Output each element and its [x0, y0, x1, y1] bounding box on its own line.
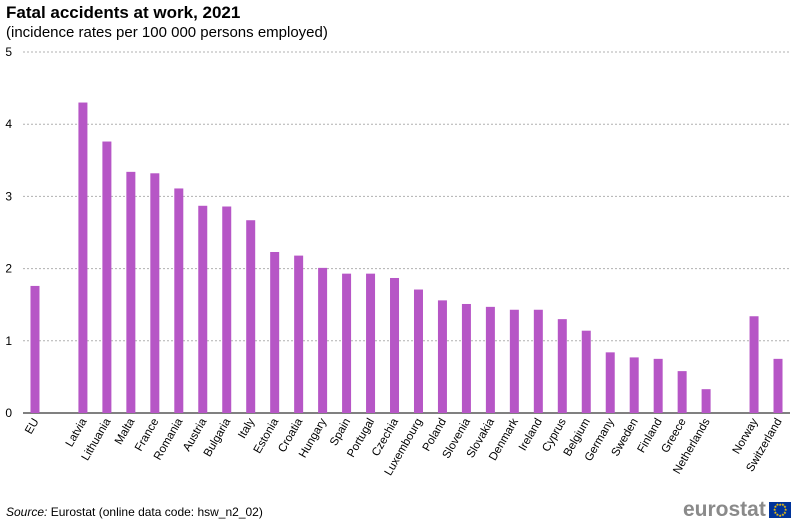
- flag-star-icon: ★: [775, 502, 780, 508]
- y-tick-label: 5: [5, 45, 12, 59]
- bar-hungary: [318, 267, 328, 413]
- bar-estonia: [270, 251, 280, 413]
- bar-romania: [174, 188, 184, 413]
- x-tick-label: Malta: [113, 416, 138, 447]
- bar-austria: [198, 205, 208, 413]
- bar-poland: [437, 300, 447, 413]
- bar-greece: [677, 371, 687, 413]
- bar-latvia: [78, 102, 88, 413]
- flag-star-icon: ★: [778, 512, 782, 518]
- chart-subtitle: (incidence rates per 100 000 persons emp…: [6, 24, 328, 41]
- y-tick-label: 4: [5, 117, 12, 131]
- bar-italy: [246, 220, 256, 413]
- bar-lithuania: [102, 141, 112, 413]
- bar-malta: [126, 171, 136, 413]
- y-tick-label: 2: [5, 262, 12, 276]
- flag-star-icon: ★: [775, 511, 780, 517]
- bar-switzerland: [773, 358, 783, 413]
- bar-belgium: [581, 330, 591, 413]
- bar-luxembourg: [413, 289, 423, 413]
- flag-star-icon: ★: [773, 504, 778, 510]
- y-tick-label: 1: [5, 334, 12, 348]
- flag-star-icon: ★: [772, 507, 777, 512]
- y-tick-label: 0: [5, 406, 12, 420]
- bar-spain: [342, 273, 352, 413]
- bar-bulgaria: [222, 206, 232, 413]
- bar-finland: [653, 358, 663, 413]
- flag-star-icon: ★: [773, 509, 778, 515]
- bar-czechia: [390, 277, 400, 413]
- flag-star-icon: ★: [781, 502, 785, 508]
- bar-portugal: [366, 273, 376, 413]
- source-label: Source:: [6, 505, 48, 519]
- bar-norway: [749, 316, 759, 413]
- bar-slovenia: [461, 303, 471, 413]
- flag-star-icon: ★: [778, 501, 782, 507]
- logo-text: eurostat: [683, 498, 766, 521]
- x-tick-label: EU: [23, 417, 41, 437]
- flag-star-icon: ★: [783, 504, 787, 510]
- source-text: Eurostat (online data code: hsw_n2_02): [50, 505, 263, 519]
- chart-title: Fatal accidents at work, 2021: [6, 3, 241, 22]
- bar-sweden: [629, 357, 639, 413]
- bar-croatia: [294, 255, 304, 413]
- flag-star-icon: ★: [783, 509, 787, 515]
- x-tick-label: Spain: [328, 417, 353, 448]
- flag-star-icon: ★: [781, 511, 785, 517]
- y-tick-label: 3: [5, 189, 12, 203]
- source-note: Source: Eurostat (online data code: hsw_…: [6, 505, 263, 519]
- bar-slovakia: [485, 306, 495, 413]
- bar-ireland: [533, 309, 543, 413]
- bar-eu: [30, 285, 40, 413]
- eu-flag-icon: ★ ★ ★ ★ ★ ★ ★ ★ ★ ★ ★ ★: [768, 501, 791, 518]
- bar-germany: [605, 352, 615, 413]
- flag-star-icon: ★: [783, 507, 788, 512]
- x-tick-label: Italy: [236, 416, 257, 440]
- bar-france: [150, 173, 160, 413]
- eurostat-logo: eurostat ★ ★ ★ ★ ★ ★ ★ ★ ★ ★ ★ ★: [683, 498, 791, 522]
- bar-netherlands: [701, 389, 711, 413]
- bar-denmark: [509, 309, 519, 413]
- x-tick-label: Latvia: [64, 416, 90, 449]
- bar-cyprus: [557, 319, 567, 413]
